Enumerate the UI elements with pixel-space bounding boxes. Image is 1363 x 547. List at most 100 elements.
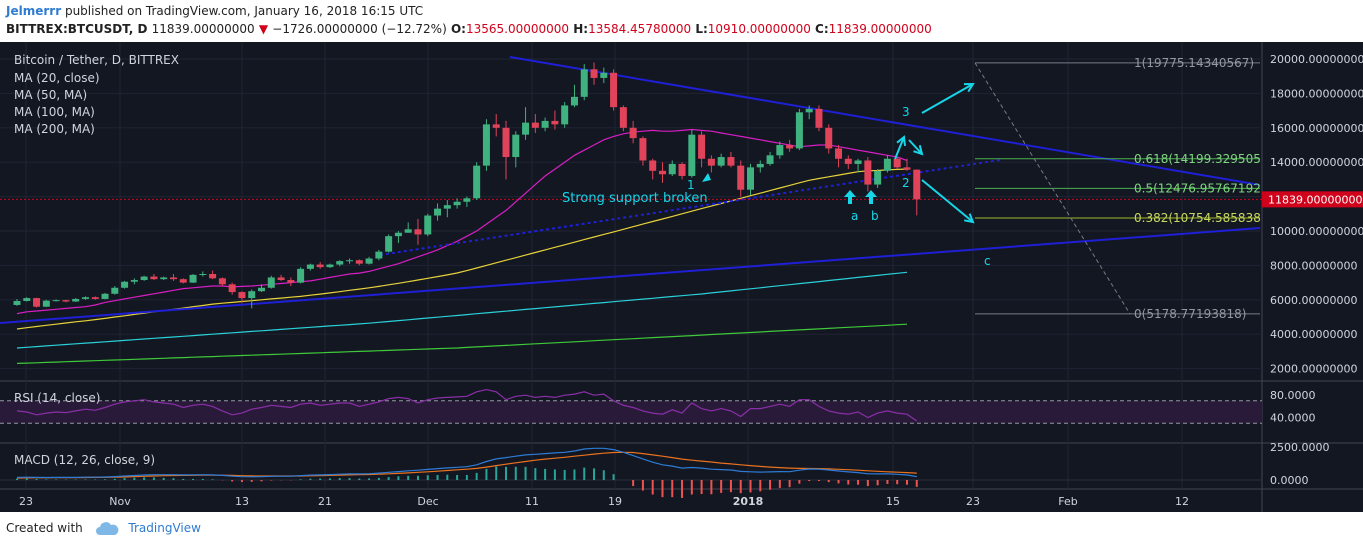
candle-body — [258, 287, 265, 292]
candle-body — [707, 158, 715, 166]
candle-body — [355, 260, 363, 264]
up-arrow-a — [844, 190, 856, 204]
candle-body — [218, 278, 226, 285]
sub-panes — [0, 388, 1262, 498]
legend-ma100: MA (100, MA) — [14, 105, 95, 119]
candle-body — [619, 107, 627, 128]
open-label: O: — [450, 22, 466, 36]
candle-body — [140, 276, 148, 281]
candle-body — [639, 138, 647, 161]
candle-body — [209, 274, 217, 279]
up-arrow-1 — [702, 173, 711, 182]
candle-body — [512, 134, 520, 158]
time-axis: 23 Nov 13 21 Dec 11 19 2018 15 23 Feb 12 — [19, 495, 1189, 508]
price-tick-label: 2000.00000000 — [1270, 363, 1357, 376]
author-link[interactable]: Jelmerrr — [6, 4, 62, 18]
arrow-down-small-head — [913, 145, 924, 156]
wave-1-label: 1 — [687, 178, 695, 192]
candle-body — [541, 120, 549, 128]
macd-tick-label: 0.0000 — [1270, 474, 1309, 487]
fib-1-line-label: 1(19775.14340567) — [1134, 56, 1254, 70]
time-tick-label: 23 — [19, 495, 33, 508]
candle-body — [346, 260, 354, 262]
candle-body — [248, 291, 256, 299]
arrow-up-3-head — [963, 82, 975, 93]
candles — [13, 62, 921, 309]
macd-line — [16, 447, 917, 479]
price-tick-label: 16000.00000000 — [1270, 122, 1363, 135]
candle-body — [883, 158, 891, 171]
time-tick-label: Dec — [417, 495, 438, 508]
time-tick-label: 23 — [966, 495, 980, 508]
fibonacci-lines: 1(19775.14340567) 0.618(14199.329505 0.5(1… — [974, 56, 1261, 321]
candle-body — [903, 167, 911, 170]
time-tick-label: 15 — [886, 495, 900, 508]
ascending-trendline — [0, 227, 1261, 324]
candle-body — [404, 229, 412, 233]
candle-body — [267, 277, 275, 288]
candle-body — [835, 148, 843, 159]
candle-body — [238, 292, 246, 299]
candle-body — [111, 287, 119, 294]
candle-body — [561, 105, 569, 125]
tradingview-cloud-icon — [95, 521, 119, 536]
time-tick-label: 11 — [525, 495, 539, 508]
price-axis: 20000.00000000 18000.00000000 16000.000000… — [1262, 53, 1363, 487]
symbol-header: BITTREX:BTCUSDT, D 11839.00000000 ▼ −172… — [6, 22, 932, 36]
macd-signal-line — [16, 451, 917, 479]
current-price-label: 11839.00000000 — [1268, 193, 1362, 206]
time-tick-label: 13 — [235, 495, 249, 508]
candle-body — [482, 124, 490, 166]
legend-macd: MACD (12, 26, close, 9) — [14, 453, 155, 467]
candle-body — [698, 134, 706, 159]
candle-body — [825, 127, 833, 149]
descending-trendline — [509, 56, 1261, 186]
candle-body — [522, 122, 530, 135]
candle-body — [815, 108, 823, 128]
candle-body — [678, 163, 686, 176]
candle-body — [189, 274, 197, 283]
broken-support-line — [379, 159, 1001, 256]
candle-body — [570, 96, 578, 106]
candle-body — [375, 251, 383, 259]
low-label: L: — [695, 22, 708, 36]
candle-body — [766, 155, 774, 164]
candle-body — [42, 300, 50, 307]
candle-body — [287, 280, 295, 283]
candle-body — [336, 261, 344, 265]
candle-body — [306, 264, 314, 269]
candle-body — [169, 277, 177, 280]
wave-b-label: b — [871, 209, 879, 223]
chart-canvas[interactable]: 1(19775.14340567) 0.618(14199.329505 0.5(1… — [0, 42, 1363, 512]
candle-body — [160, 277, 168, 280]
candle-body — [874, 170, 882, 185]
candle-body — [130, 280, 138, 282]
fib-diagonal — [974, 62, 1131, 315]
price-tick-label: 4000.00000000 — [1270, 328, 1357, 341]
price-tick-label: 18000.00000000 — [1270, 87, 1363, 100]
legend: Bitcoin / Tether, D, BITTREX MA (20, clo… — [14, 53, 179, 467]
candle-body — [727, 157, 735, 166]
candle-body — [688, 134, 696, 176]
time-tick-label: Nov — [109, 495, 131, 508]
candle-body — [795, 112, 803, 149]
last-price: 11839.00000000 — [151, 22, 255, 36]
published-text: published on TradingView.com, January 16… — [64, 4, 424, 18]
tradingview-link[interactable]: TradingView — [128, 521, 201, 535]
candle-body — [502, 127, 510, 158]
candle-body — [649, 160, 657, 171]
candle-body — [434, 208, 442, 216]
candle-body — [854, 160, 862, 164]
time-tick-label: 2018 — [733, 495, 764, 508]
candle-body — [776, 145, 784, 156]
arrow-down-c — [921, 179, 974, 223]
candle-body — [297, 268, 305, 283]
candle-body — [893, 158, 901, 168]
candle-body — [756, 163, 764, 168]
ma200-line — [16, 323, 908, 364]
fib-618-line-label: 0.618(14199.329505 — [1134, 152, 1261, 166]
price-tick-label: 10000.00000000 — [1270, 225, 1363, 238]
candle-body — [443, 205, 451, 209]
fib-0-line-label: 0(5178.77193818) — [1134, 307, 1246, 321]
time-tick-label: 12 — [1175, 495, 1189, 508]
